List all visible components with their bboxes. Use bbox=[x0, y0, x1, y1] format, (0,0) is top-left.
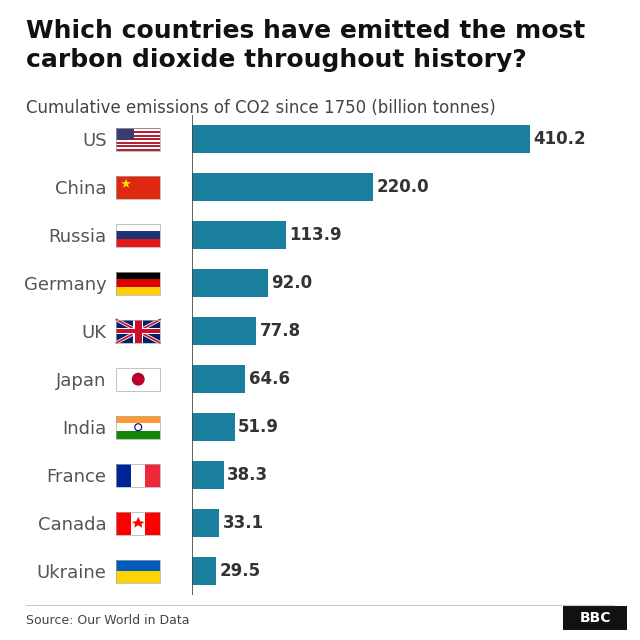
Text: 64.6: 64.6 bbox=[248, 370, 289, 388]
Bar bbox=[192, 413, 235, 441]
Bar bbox=[192, 461, 223, 489]
Text: 51.9: 51.9 bbox=[238, 418, 279, 436]
Text: Source: Our World in Data: Source: Our World in Data bbox=[26, 614, 189, 627]
Bar bbox=[192, 269, 268, 297]
Text: 77.8: 77.8 bbox=[259, 322, 301, 340]
Text: 113.9: 113.9 bbox=[289, 226, 342, 244]
Bar bbox=[192, 221, 286, 249]
Text: Which countries have emitted the most
carbon dioxide throughout history?: Which countries have emitted the most ca… bbox=[26, 19, 585, 72]
Text: 33.1: 33.1 bbox=[223, 514, 264, 532]
Bar bbox=[192, 125, 531, 153]
Text: 38.3: 38.3 bbox=[227, 466, 268, 484]
Text: BBC: BBC bbox=[579, 611, 611, 625]
Text: 410.2: 410.2 bbox=[534, 130, 586, 148]
Bar bbox=[192, 365, 245, 393]
Text: 220.0: 220.0 bbox=[377, 178, 429, 196]
Bar bbox=[192, 317, 256, 345]
Text: 92.0: 92.0 bbox=[271, 274, 312, 292]
Text: Cumulative emissions of CO2 since 1750 (billion tonnes): Cumulative emissions of CO2 since 1750 (… bbox=[26, 99, 495, 117]
Text: 29.5: 29.5 bbox=[220, 562, 260, 580]
Bar bbox=[192, 557, 216, 585]
Bar bbox=[192, 173, 374, 201]
Bar bbox=[192, 509, 220, 537]
